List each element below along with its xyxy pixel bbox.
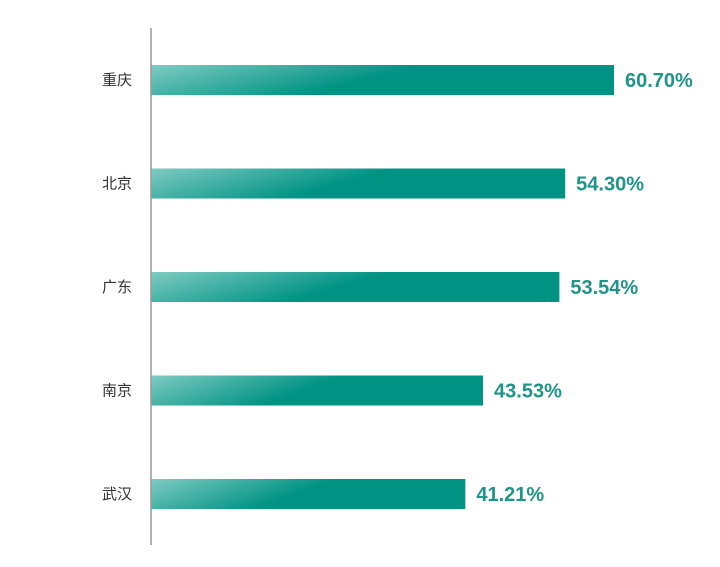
bar [151,272,560,302]
bar-group: 重庆 60.70% [102,65,693,95]
value-label: 60.70% [625,70,693,92]
category-label: 北京 [102,175,132,193]
value-label: 53.54% [570,277,638,299]
value-label: 41.21% [476,484,544,506]
bar-group: 广东 53.54% [102,272,638,302]
category-label: 武汉 [102,485,132,503]
value-label: 43.53% [494,381,562,403]
category-label: 重庆 [102,71,132,89]
category-label: 南京 [102,382,132,400]
bar [151,375,484,406]
bar-group: 南京 43.53% [102,375,562,406]
bar-group: 北京 54.30% [102,168,644,199]
value-label: 54.30% [576,174,644,196]
bars-layer: 重庆 60.70% 北京 54.30% 广东 53.54% 南京 43.53% 武汉 41.21% [102,65,693,509]
bar [151,168,566,199]
bar [151,479,466,509]
category-label: 广东 [102,278,132,296]
bar-group: 武汉 41.21% [102,479,544,509]
bar [151,65,614,95]
